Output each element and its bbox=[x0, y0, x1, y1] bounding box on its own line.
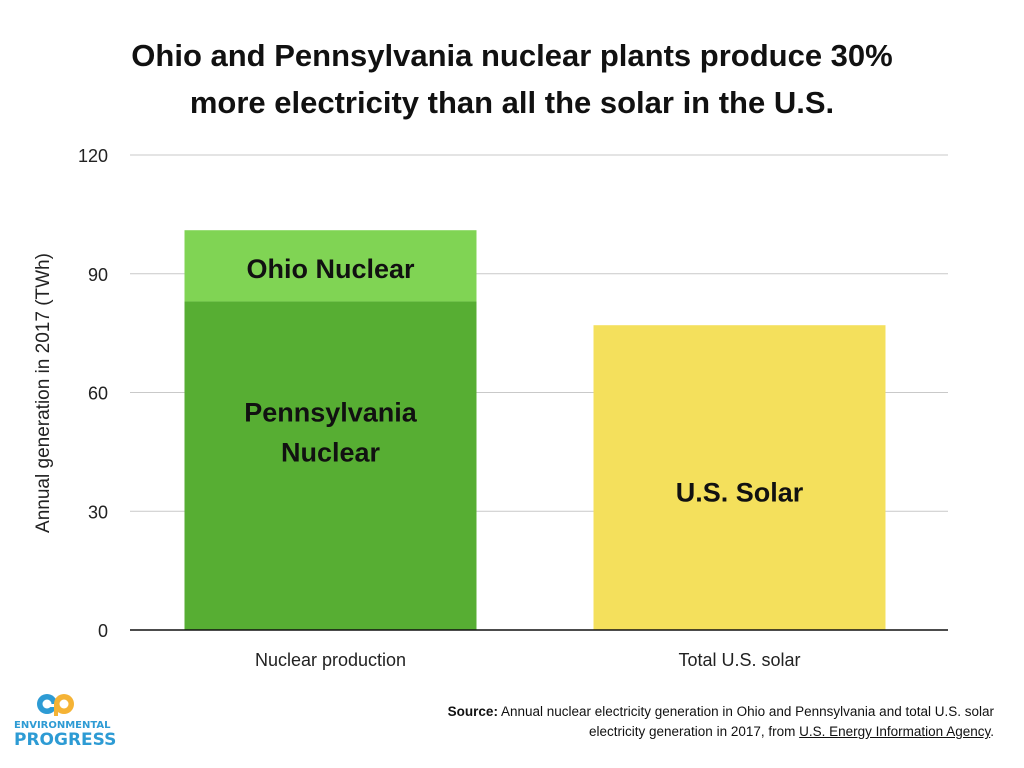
logo-text-environmental: ENVIRONMENTAL bbox=[14, 720, 111, 731]
y-tick-label-2: 60 bbox=[88, 384, 108, 404]
y-tick-label-4: 120 bbox=[78, 146, 108, 166]
x-tick-label-0: Nuclear production bbox=[255, 650, 406, 670]
source-end: . bbox=[990, 724, 994, 739]
environmental-progress-logo: ENVIRONMENTAL PROGRESS bbox=[14, 692, 116, 752]
source-label: Source: bbox=[447, 704, 498, 719]
bar-label-1-line-0: Pennsylvania bbox=[244, 397, 418, 427]
bar-0-pennsylvania-nuclear bbox=[184, 301, 477, 630]
x-axis-ticks: Nuclear production Total U.S. solar bbox=[255, 650, 801, 670]
bar-chart: 0 30 60 90 120 Ohio Nuclear Pennsylvania Nucle… bbox=[33, 146, 948, 670]
source-note: Source: Annual nuclear electricity gener… bbox=[434, 702, 994, 742]
bar-labels: Ohio Nuclear Pennsylvania Nuclear U.S. Sola… bbox=[244, 254, 804, 508]
bar-1-u-s-solar bbox=[593, 325, 886, 630]
source-text: Annual nuclear electricity generation in… bbox=[500, 704, 994, 739]
y-axis-ticks: 0 30 60 90 120 bbox=[78, 146, 108, 641]
bar-label-1-line-1: Nuclear bbox=[281, 437, 381, 467]
y-axis-label: Annual generation in 2017 (TWh) bbox=[33, 253, 54, 533]
y-tick-label-1: 30 bbox=[88, 502, 108, 522]
bar-label-2-line-0: U.S. Solar bbox=[676, 478, 804, 508]
bar-label-0-line-0: Ohio Nuclear bbox=[246, 254, 415, 284]
bars bbox=[184, 230, 886, 630]
ep-logo-icon bbox=[37, 694, 74, 716]
chart-title: Ohio and Pennsylvania nuclear plants pro… bbox=[40, 32, 984, 126]
x-tick-label-1: Total U.S. solar bbox=[678, 650, 800, 670]
logo-text-progress: PROGRESS bbox=[14, 730, 117, 750]
source-link[interactable]: U.S. Energy Information Agency bbox=[799, 724, 991, 739]
y-tick-label-0: 0 bbox=[98, 621, 108, 641]
chart-title-line-1: Ohio and Pennsylvania nuclear plants pro… bbox=[131, 38, 893, 73]
chart-title-line-2: more electricity than all the solar in t… bbox=[189, 85, 835, 120]
bar-0-ohio-nuclear bbox=[184, 230, 477, 302]
y-tick-label-3: 90 bbox=[88, 265, 108, 285]
